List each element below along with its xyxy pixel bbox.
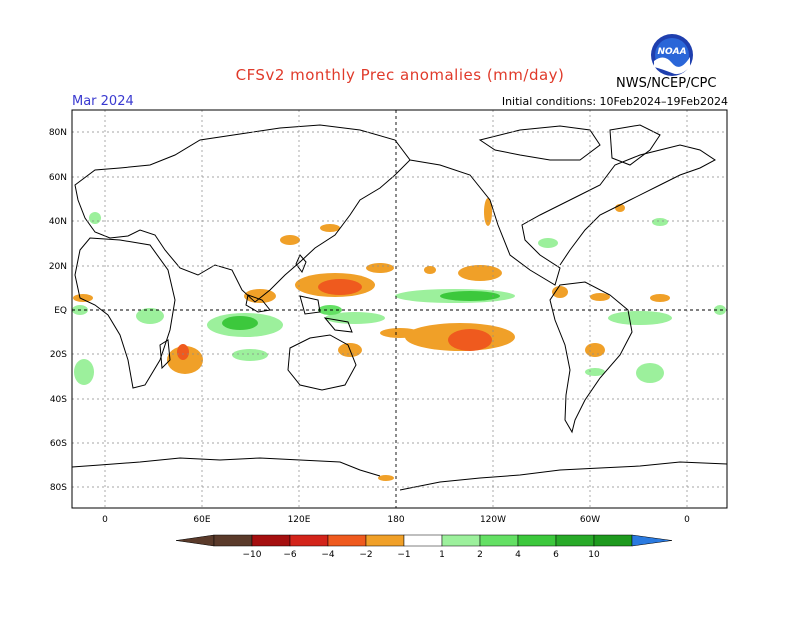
lat-label-80n: 80N <box>49 128 67 138</box>
lat-label-80s: 80S <box>50 483 67 493</box>
colorbar-neg-swatch <box>251 534 291 547</box>
lon-label-60e: 60E <box>193 515 210 525</box>
colorbar-tick-label: −6 <box>283 550 297 560</box>
colorbar-pos-swatch <box>479 534 519 547</box>
gridlines <box>72 110 727 508</box>
lat-label-20n: 20N <box>49 262 67 272</box>
anomaly-field <box>72 124 727 491</box>
colorbar-tick-label: −10 <box>243 550 262 560</box>
noaa-logo: NOAA <box>650 33 694 77</box>
latitude-labels: 80N 60N 40N 20N EQ 20S 40S 60S 80S <box>49 128 67 493</box>
dry-anomalies <box>73 198 670 481</box>
colorbar-tick-label: 4 <box>515 550 521 560</box>
colorbar-tick-label: −1 <box>397 550 410 560</box>
noaa-logo-text: NOAA <box>657 47 687 57</box>
plot-frame <box>71 109 728 509</box>
colorbar-neg-swatch <box>289 534 329 547</box>
colorbar-tick-label: 2 <box>477 550 483 560</box>
colorbar-under-arrow <box>175 534 215 547</box>
lon-label-60w: 60W <box>580 515 600 525</box>
lat-label-40s: 40S <box>50 395 67 405</box>
colorbar-pos-swatch <box>593 534 633 547</box>
initial-conditions: Initial conditions: 10Feb2024–19Feb2024 <box>501 95 728 108</box>
lon-label-120e: 120E <box>288 515 311 525</box>
colorbar-pos-swatch <box>441 534 481 547</box>
noaa-logo-icon <box>651 34 693 76</box>
colorbar-pos-swatch <box>555 534 595 547</box>
longitude-labels: 0 60E 120E 180 120W 60W 0 <box>102 515 690 525</box>
colorbar-neg-swatch <box>327 534 367 547</box>
lat-label-eq: EQ <box>54 306 67 316</box>
agency-label: NWS/NCEP/CPC <box>616 76 717 91</box>
lon-label-120w: 120W <box>480 515 506 525</box>
lat-label-20s: 20S <box>50 350 67 360</box>
wet-anomalies <box>72 212 726 385</box>
colorbar-pos-swatch <box>517 534 557 547</box>
colorbar-tick-label: 6 <box>553 550 559 560</box>
colorbar-neg-swatch <box>213 534 253 547</box>
colorbar-over-arrow <box>631 534 673 547</box>
colorbar-tick-label: −2 <box>359 550 372 560</box>
lat-label-60s: 60S <box>50 439 67 449</box>
colorbar-tick-label: 1 <box>439 550 445 560</box>
coastlines <box>72 124 727 491</box>
lon-label-0: 0 <box>102 515 108 525</box>
page-title: CFSv2 monthly Prec anomalies (mm/day) <box>235 66 565 84</box>
forecast-month: Mar 2024 <box>72 94 134 109</box>
colorbar: −10 −6 −4 −2 −1 1 2 4 6 10 <box>175 534 673 560</box>
colorbar-neg-swatch <box>365 534 405 547</box>
reference-lines <box>72 110 727 508</box>
colorbar-tick-label: −4 <box>321 550 335 560</box>
lat-label-40n: 40N <box>49 217 67 227</box>
colorbar-tick-label: 10 <box>588 550 600 560</box>
lon-label-180: 180 <box>387 515 404 525</box>
lat-label-60n: 60N <box>49 173 67 183</box>
lon-label-0-east: 0 <box>684 515 690 525</box>
colorbar-neutral-swatch <box>403 534 443 547</box>
